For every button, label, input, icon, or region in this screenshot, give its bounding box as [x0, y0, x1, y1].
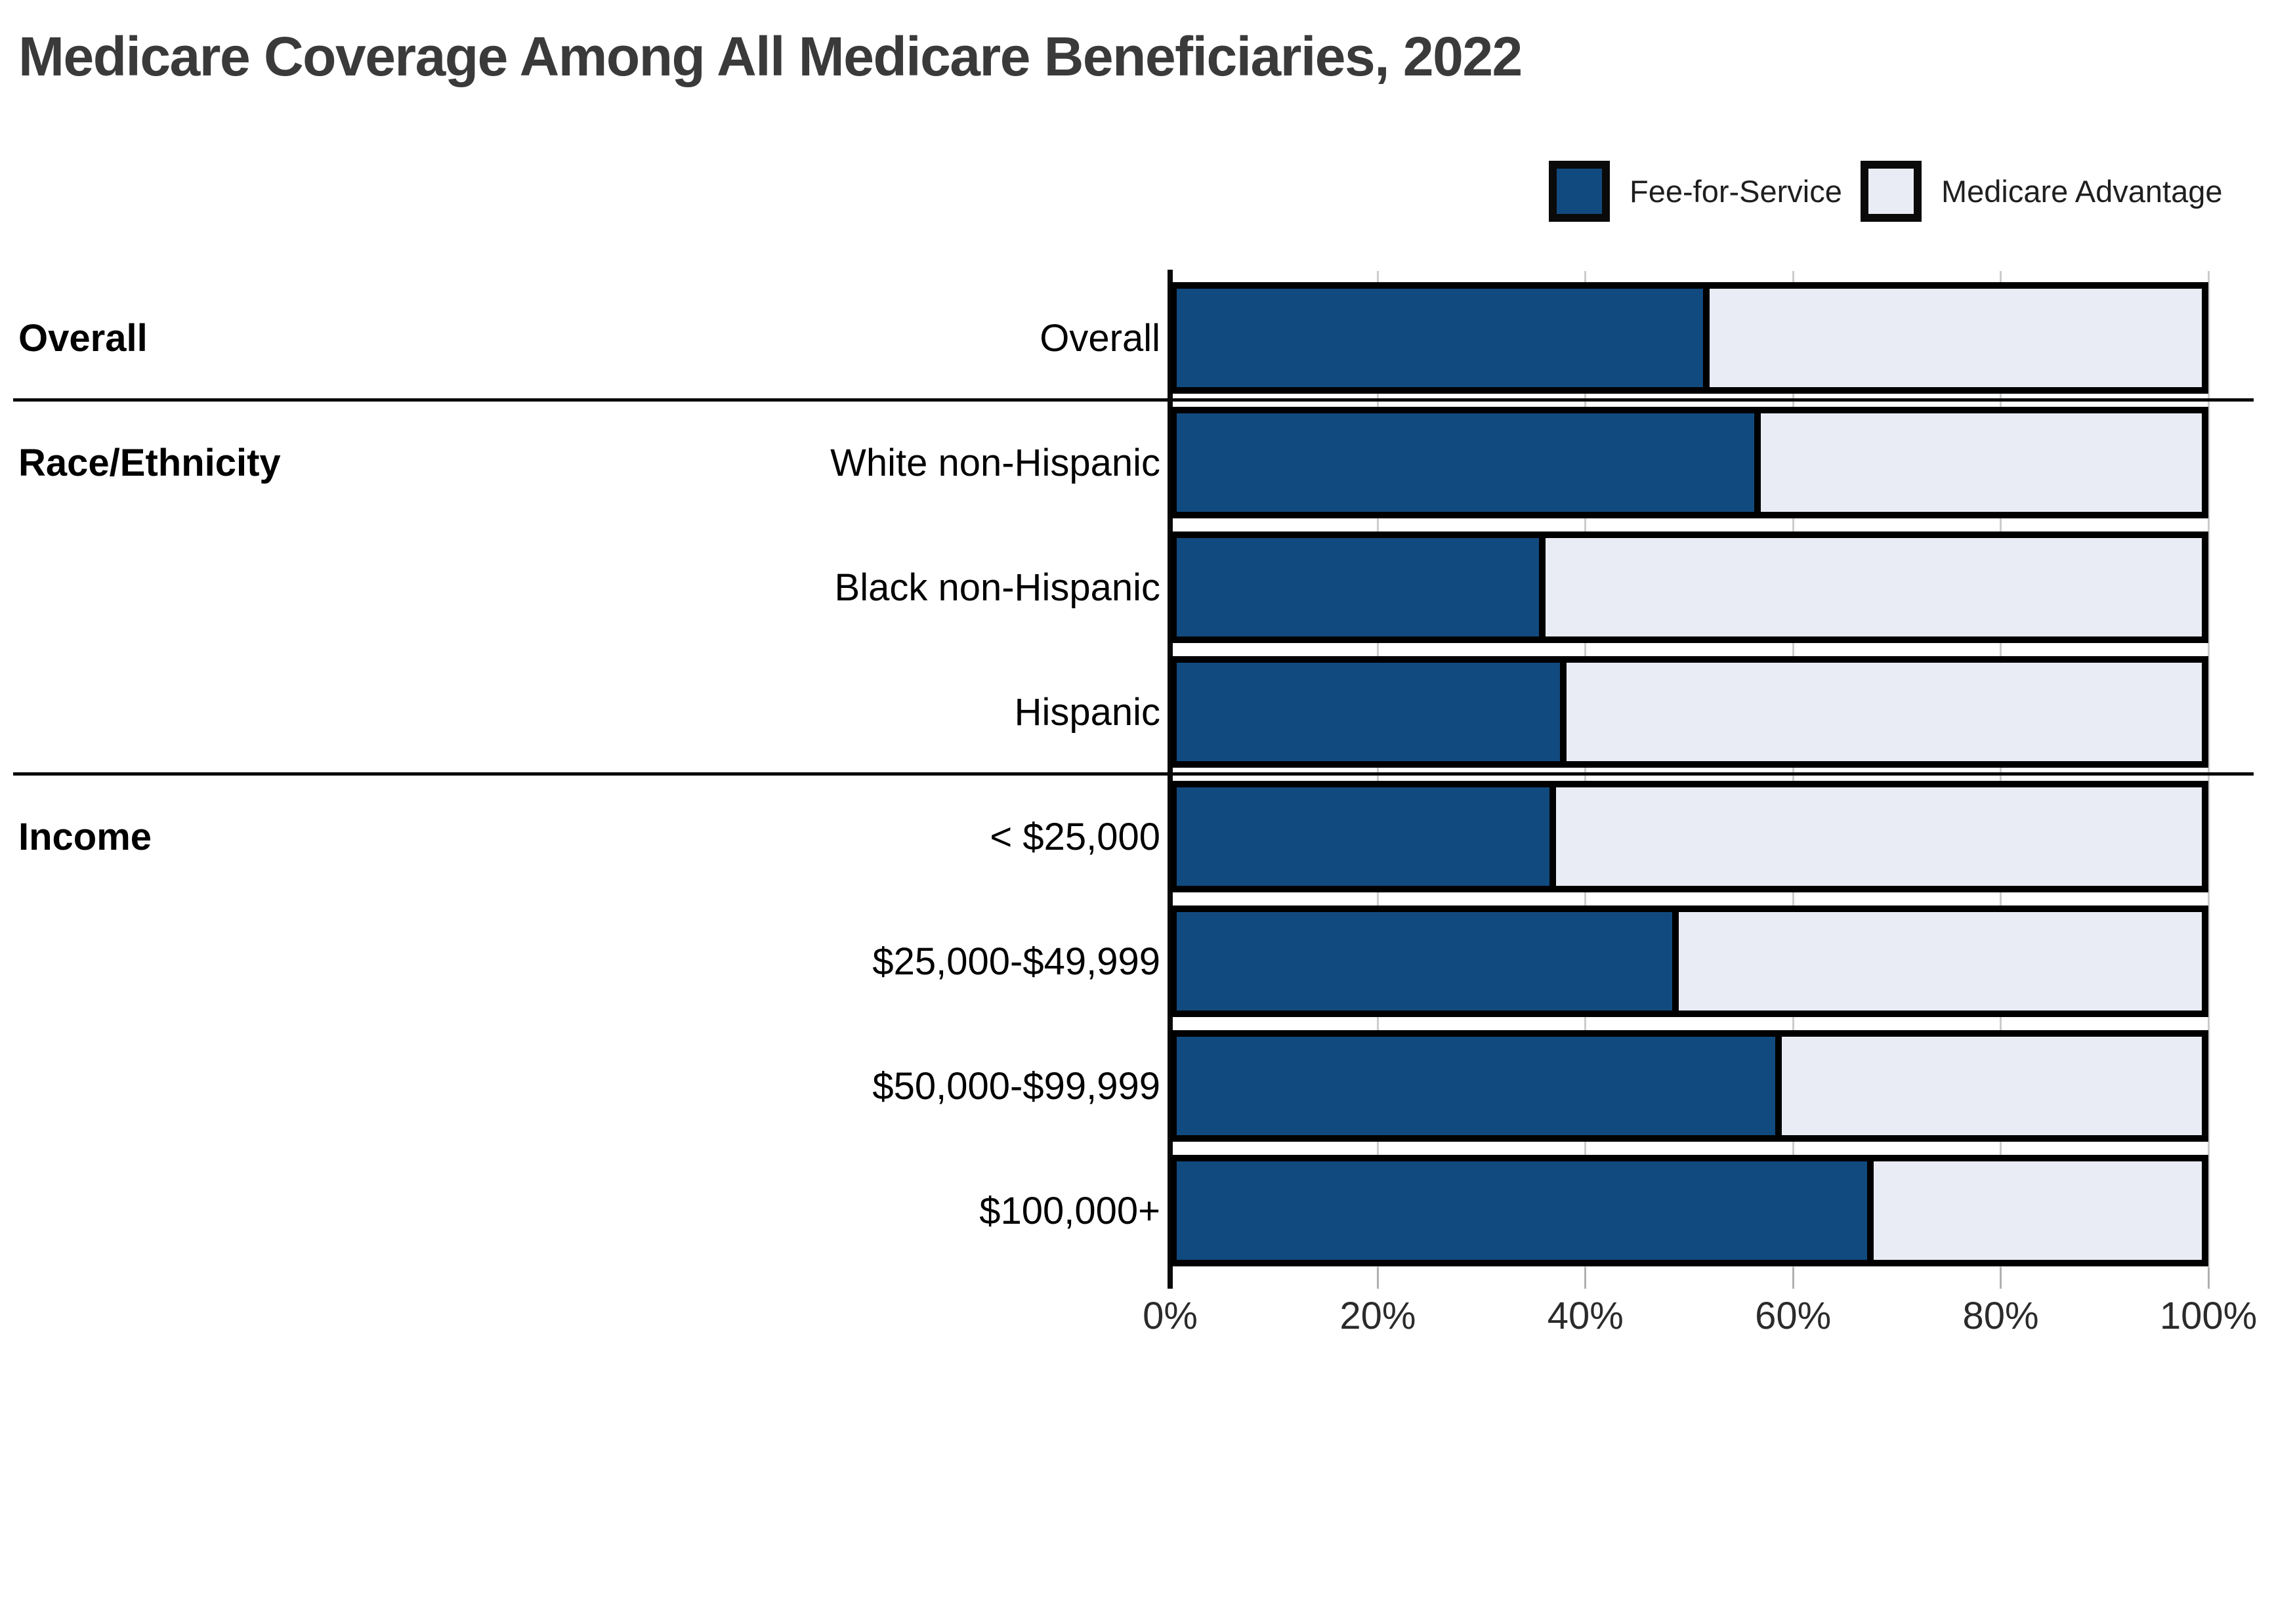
- stacked-bar: [1170, 1030, 2208, 1142]
- bar-segment-fee-for-service: [1177, 787, 1556, 886]
- section-label-overall: Overall: [18, 316, 148, 360]
- stacked-bar: [1170, 282, 2208, 394]
- bar-segment-fee-for-service: [1177, 663, 1567, 761]
- section-divider: [13, 772, 2254, 776]
- x-axis-tick-label: 60%: [1755, 1295, 1832, 1337]
- stacked-bar: [1170, 906, 2208, 1017]
- chart-row-hispanic: Hispanic: [0, 656, 2274, 768]
- chart-row-income-50k-100k: $50,000-$99,999: [0, 1030, 2274, 1142]
- legend-label-fee-for-service: Fee-for-Service: [1630, 173, 1842, 209]
- legend-item-fee-for-service: Fee-for-Service: [1549, 159, 1842, 222]
- chart-row-income-25k-50k: $25,000-$49,999: [0, 906, 2274, 1017]
- x-axis-tick-label: 0%: [1143, 1295, 1198, 1337]
- row-label: Black non-Hispanic: [834, 566, 1160, 609]
- bar-segment-fee-for-service: [1177, 538, 1546, 636]
- gridline: [2207, 271, 2210, 1268]
- gridline: [2000, 271, 2002, 1268]
- row-label: White non-Hispanic: [830, 441, 1160, 484]
- chart-title: Medicare Coverage Among All Medicare Ben…: [18, 26, 1523, 87]
- bar-segment-fee-for-service: [1177, 1037, 1782, 1135]
- bar-segment-fee-for-service: [1177, 1161, 1874, 1260]
- y-axis-line: [1168, 270, 1173, 1289]
- x-axis-tick: [2000, 1268, 2002, 1289]
- chart-row-income-under-25k: < $25,000: [0, 781, 2274, 892]
- row-label: Hispanic: [1014, 690, 1160, 734]
- bar-segment-fee-for-service: [1177, 289, 1710, 387]
- row-label: $100,000+: [979, 1189, 1160, 1232]
- bar-segment-fee-for-service: [1177, 912, 1679, 1010]
- row-label: Overall: [1040, 316, 1160, 360]
- section-label-income: Income: [18, 815, 152, 858]
- gridline: [1584, 271, 1587, 1268]
- chart-row-overall: Overall: [0, 282, 2274, 394]
- chart-row-white-non-hispanic: White non-Hispanic: [0, 407, 2274, 518]
- stacked-bar: [1170, 656, 2208, 768]
- stacked-bar: [1170, 781, 2208, 892]
- gridline: [1376, 271, 1379, 1268]
- gridline: [1792, 271, 1794, 1268]
- x-axis-tick: [1792, 1268, 1794, 1289]
- x-axis-tick: [1584, 1268, 1587, 1289]
- section-label-race-ethnicity: Race/Ethnicity: [18, 441, 281, 484]
- legend-item-medicare-advantage: Medicare Advantage: [1861, 159, 2223, 222]
- x-axis-tick-label: 100%: [2159, 1295, 2258, 1337]
- legend-swatch-medicare-advantage-icon: [1861, 160, 1922, 222]
- bar-segment-fee-for-service: [1177, 413, 1761, 512]
- legend-swatch-fee-for-service-icon: [1549, 160, 1610, 222]
- stacked-bar: [1170, 1155, 2208, 1266]
- stacked-bar: [1170, 407, 2208, 518]
- x-axis-tick-label: 80%: [1962, 1295, 2039, 1337]
- x-axis-tick: [2207, 1268, 2210, 1289]
- chart-row-income-over-100k: $100,000+: [0, 1155, 2274, 1266]
- legend-label-medicare-advantage: Medicare Advantage: [1941, 173, 2223, 209]
- x-axis-tick: [1376, 1268, 1379, 1289]
- section-divider: [13, 398, 2254, 402]
- x-axis-tick-label: 20%: [1339, 1295, 1416, 1337]
- stacked-bar: [1170, 531, 2208, 643]
- row-label: $50,000-$99,999: [872, 1064, 1160, 1108]
- chart-row-black-non-hispanic: Black non-Hispanic: [0, 531, 2274, 643]
- x-axis-tick-label: 40%: [1547, 1295, 1624, 1337]
- row-label: $25,000-$49,999: [872, 940, 1160, 983]
- row-label: < $25,000: [990, 815, 1160, 858]
